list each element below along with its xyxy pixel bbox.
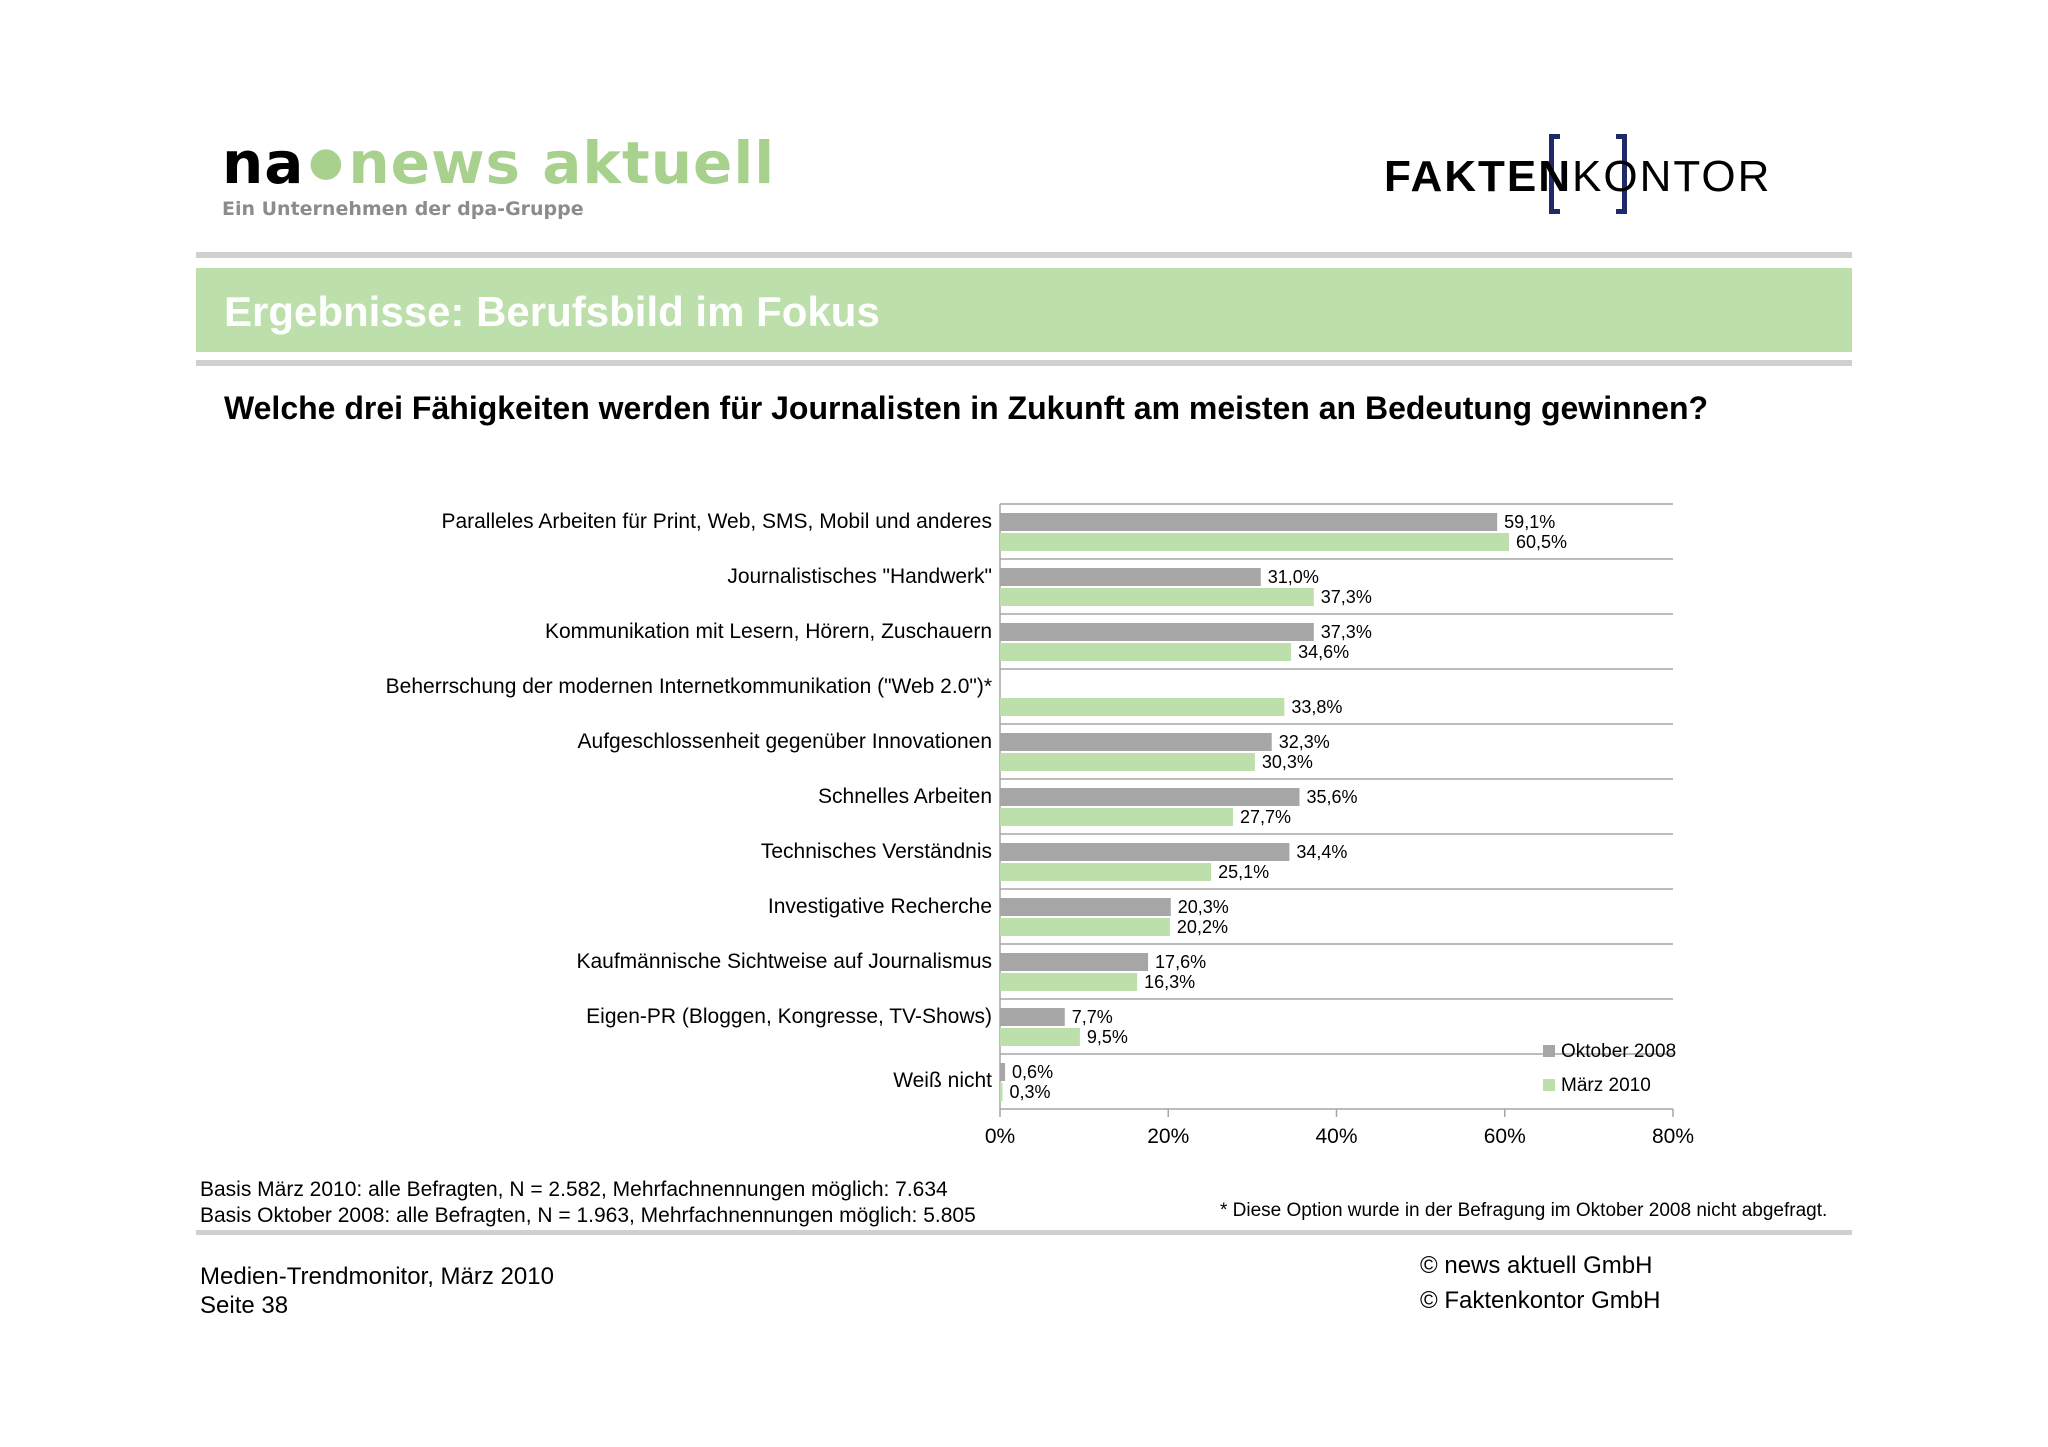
data-label: 0,6% [1012, 1062, 1053, 1082]
data-label: 37,3% [1321, 622, 1372, 642]
bar-oktober-2008 [1000, 733, 1272, 751]
basis-note-2010: Basis März 2010: alle Befragten, N = 2.5… [200, 1178, 948, 1201]
logo-word-na: na [222, 129, 305, 197]
x-tick-label: 60% [1484, 1125, 1526, 1148]
bar-maerz-2010 [1000, 1028, 1080, 1046]
x-tick-label: 80% [1652, 1125, 1694, 1148]
footer-copyright-news-aktuell: © news aktuell GmbH [1420, 1252, 1653, 1279]
logo-tagline: Ein Unternehmen der dpa-Gruppe [222, 198, 584, 220]
bar-oktober-2008 [1000, 953, 1149, 971]
category-label: Beherrschung der modernen Internetkommun… [386, 675, 992, 698]
data-label: 33,8% [1291, 697, 1342, 717]
bar-oktober-2008 [1000, 568, 1261, 586]
data-label: 35,6% [1306, 787, 1357, 807]
category-label: Kaufmännische Sichtweise auf Journalismu… [576, 950, 992, 973]
logo-word-fakten: FAKTEN [1384, 152, 1572, 201]
bar-oktober-2008 [1000, 788, 1300, 806]
x-tick-label: 20% [1147, 1125, 1189, 1148]
category-label: Aufgeschlossenheit gegenüber Innovatione… [578, 730, 992, 753]
bar-oktober-2008 [1000, 843, 1290, 861]
section-banner: Ergebnisse: Berufsbild im Fokus [196, 268, 1852, 352]
bar-maerz-2010 [1000, 973, 1138, 991]
divider-top [196, 252, 1852, 258]
category-label: Weiß nicht [893, 1069, 992, 1092]
data-label: 25,1% [1218, 862, 1269, 882]
section-title: Ergebnisse: Berufsbild im Fokus [224, 288, 880, 335]
legend-label: Oktober 2008 [1561, 1041, 1676, 1062]
data-label: 0,3% [1010, 1082, 1051, 1102]
bar-oktober-2008 [1000, 1063, 1006, 1081]
logo-word-news-aktuell: news aktuell [348, 129, 776, 197]
category-label: Investigative Recherche [768, 895, 992, 918]
chart-question: Welche drei Fähigkeiten werden für Journ… [224, 390, 1709, 426]
news-aktuell-logo: na ●news aktuell Ein Unternehmen der dpa-… [222, 134, 775, 220]
logo-bracket-icon [1549, 134, 1627, 214]
data-label: 30,3% [1262, 752, 1313, 772]
logo-wordmark: FAKTENKONTOR [1384, 152, 1771, 202]
data-label: 17,6% [1155, 952, 1206, 972]
data-label: 27,7% [1240, 807, 1291, 827]
data-label: 60,5% [1516, 532, 1567, 552]
x-tick-label: 40% [1315, 1125, 1357, 1148]
data-label: 59,1% [1504, 512, 1555, 532]
divider-banner [196, 360, 1852, 366]
data-label: 34,4% [1296, 842, 1347, 862]
basis-note-2008: Basis Oktober 2008: alle Befragten, N = … [200, 1204, 976, 1227]
category-label: Journalistisches "Handwerk" [727, 565, 992, 588]
bar-maerz-2010 [1000, 808, 1234, 826]
data-label: 16,3% [1144, 972, 1195, 992]
logo-word-kontor: KONTOR [1572, 152, 1772, 201]
data-label: 34,6% [1298, 642, 1349, 662]
footer-copyright-faktenkontor: © Faktenkontor GmbH [1420, 1287, 1661, 1314]
data-label: 7,7% [1072, 1007, 1113, 1027]
bar-maerz-2010 [1000, 698, 1285, 716]
logo-wordmark: na ●news aktuell [222, 134, 775, 192]
bar-maerz-2010 [1000, 588, 1314, 606]
bar-maerz-2010 [1000, 863, 1212, 881]
footnote: * Diese Option wurde in der Befragung im… [1220, 1200, 1828, 1221]
legend-swatch [1543, 1045, 1555, 1057]
legend-label: März 2010 [1561, 1075, 1651, 1096]
bar-maerz-2010 [1000, 1083, 1003, 1101]
legend-swatch [1543, 1079, 1555, 1091]
faktenkontor-logo: FAKTENKONTOR [1384, 134, 1794, 220]
bar-maerz-2010 [1000, 918, 1170, 936]
logo-dot-icon: ● [308, 139, 345, 185]
category-label: Eigen-PR (Bloggen, Kongresse, TV-Shows) [586, 1005, 992, 1028]
data-label: 20,2% [1177, 917, 1228, 937]
category-label: Technisches Verständnis [761, 840, 992, 863]
data-label: 20,3% [1178, 897, 1229, 917]
bar-oktober-2008 [1000, 623, 1314, 641]
data-label: 9,5% [1087, 1027, 1128, 1047]
data-label: 32,3% [1279, 732, 1330, 752]
data-label: 37,3% [1321, 587, 1372, 607]
footer-page-number: Seite 38 [200, 1292, 289, 1319]
category-label: Paralleles Arbeiten für Print, Web, SMS,… [441, 510, 992, 533]
divider-bottom [196, 1230, 1852, 1235]
bar-oktober-2008 [1000, 898, 1171, 916]
data-label: 31,0% [1268, 567, 1319, 587]
bar-maerz-2010 [1000, 533, 1509, 551]
category-label: Schnelles Arbeiten [818, 785, 992, 808]
bar-maerz-2010 [1000, 753, 1255, 771]
bar-oktober-2008 [1000, 513, 1498, 531]
category-label: Kommunikation mit Lesern, Hörern, Zuscha… [545, 620, 992, 643]
bar-maerz-2010 [1000, 643, 1292, 661]
bar-oktober-2008 [1000, 1008, 1065, 1026]
footer-source: Medien-Trendmonitor, März 2010 [200, 1263, 554, 1290]
x-tick-label: 0% [985, 1125, 1015, 1148]
